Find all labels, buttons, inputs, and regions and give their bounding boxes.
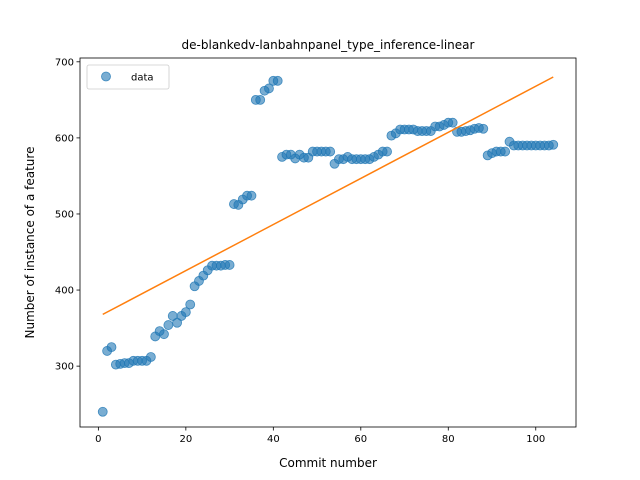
data-point — [548, 139, 559, 150]
legend-marker-data — [101, 71, 111, 82]
data-point — [382, 146, 392, 157]
data-point — [159, 329, 169, 340]
plot-frame — [79, 57, 577, 428]
data-point — [172, 317, 183, 328]
y-axis-label: Number of instance of a feature — [23, 147, 37, 339]
data-point — [264, 83, 274, 94]
x-tick-label: 20 — [179, 434, 192, 445]
y-tick-label: 400 — [55, 286, 74, 297]
data-point — [500, 146, 511, 157]
y-tick-label: 600 — [55, 133, 74, 144]
data-point — [478, 123, 489, 134]
x-tick-label: 100 — [526, 434, 545, 445]
y-tick-label: 700 — [55, 57, 74, 68]
data-point — [97, 406, 108, 417]
legend-box — [86, 64, 170, 90]
data-point — [145, 352, 156, 362]
data-point — [180, 307, 191, 318]
x-axis-label: Commit number — [279, 456, 377, 470]
data-point — [272, 75, 283, 86]
fit-line — [102, 76, 554, 316]
data-marks — [97, 75, 559, 417]
legend-label-data: data — [131, 73, 154, 84]
y-tick-label: 300 — [55, 362, 74, 373]
data-point — [255, 94, 266, 105]
x-tick-label: 80 — [442, 434, 455, 445]
data-point — [185, 299, 196, 310]
data-point — [325, 146, 336, 157]
data-point — [246, 190, 257, 201]
x-tick-label: 0 — [95, 434, 101, 445]
axis-ticks: 0 20 40 60 80 100 300 400 500 600 700 — [55, 57, 545, 445]
data-point — [163, 320, 174, 330]
legend: data — [86, 64, 170, 90]
data-point — [447, 117, 458, 128]
data-point — [106, 342, 117, 353]
x-tick-label: 40 — [267, 434, 280, 445]
chart-title: de-blankedv-lanbahnpanel_type_inference-… — [182, 38, 475, 52]
y-tick-label: 500 — [55, 209, 74, 220]
plot-area — [80, 58, 576, 427]
data-point — [224, 260, 235, 270]
x-tick-label: 60 — [354, 434, 367, 445]
